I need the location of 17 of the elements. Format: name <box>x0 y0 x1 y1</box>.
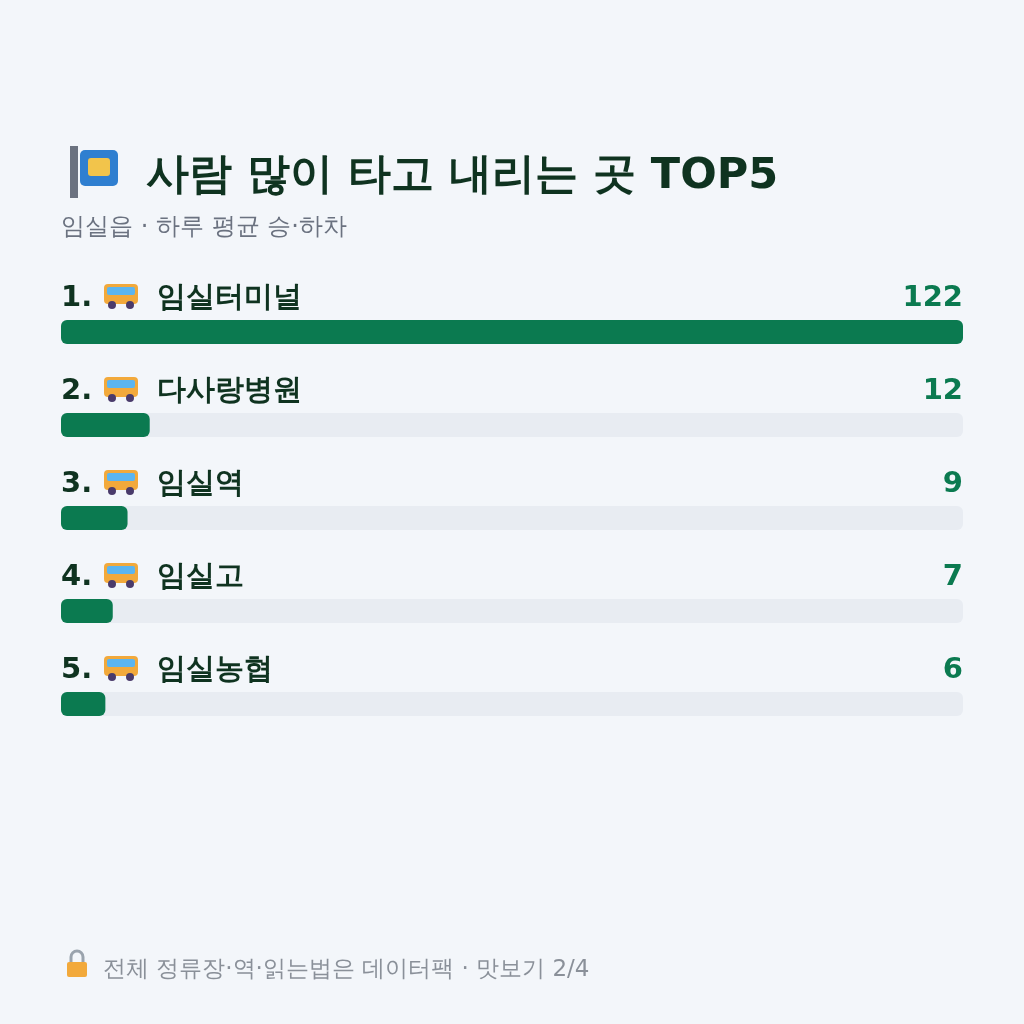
bar <box>61 599 113 623</box>
chart-title: 사람 많이 타고 내리는 곳 TOP5 <box>146 148 779 198</box>
text: 전체 정류장·역·읽는법은 데이터팩 · 맛보기 2/4 <box>103 955 590 981</box>
data-label: 9 <box>942 465 963 499</box>
bar <box>61 506 128 530</box>
bar <box>61 692 106 716</box>
data-label: 7 <box>942 558 963 592</box>
category-label: 2. 다사랑병원 <box>61 372 302 406</box>
category-label: 3. 임실역 <box>61 465 244 499</box>
data-label: 12 <box>922 372 963 406</box>
data-label: 122 <box>902 279 963 313</box>
category-label: 5. 임실농협 <box>61 651 273 685</box>
chart-subtitle: 임실읍 · 하루 평균 승·하차 <box>61 212 347 240</box>
category-label: 4. 임실고 <box>61 558 244 592</box>
category-label: 1. 임실터미널 <box>61 279 302 313</box>
data-label: 6 <box>942 651 963 685</box>
bar <box>61 413 150 437</box>
